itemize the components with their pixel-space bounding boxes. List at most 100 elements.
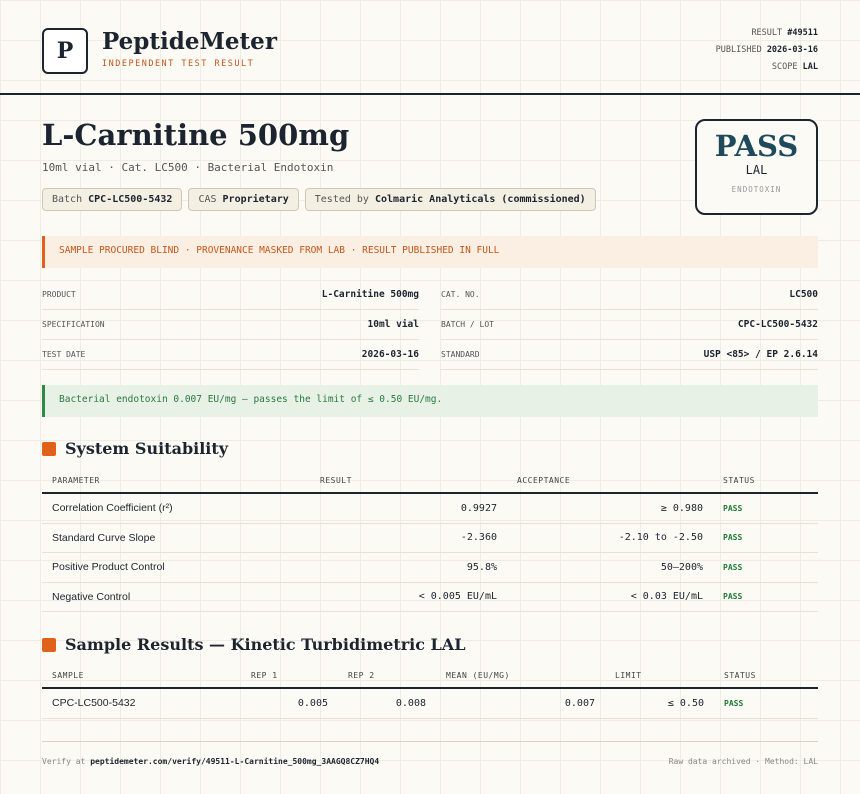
status: PASS	[723, 503, 743, 513]
detail-value: 2026-03-16	[361, 349, 419, 360]
details-right: CAT. NO. LC500 BATCH / LOT CPC-LC500-5432 ST…	[441, 280, 818, 370]
status: PASS	[723, 592, 743, 602]
cell: -2.10 to -2.50	[618, 532, 703, 544]
meta-label: PUBLISHED	[715, 45, 762, 55]
header-row: PARAMETER RESULT ACCEPTANCE STATUS	[42, 468, 818, 494]
detail-row: CAT. NO. LC500	[441, 280, 818, 310]
meta-value: LAL	[802, 62, 818, 72]
cell: Correlation Coefficient (r²)	[52, 502, 173, 515]
detail-label: SPECIFICATION	[42, 320, 105, 329]
table-row: Negative Control < 0.005 EU/mL < 0.03 EU/m…	[42, 583, 818, 612]
cell: 0.008	[395, 697, 426, 709]
meta-row: RESULT #49511	[716, 28, 818, 45]
verdict: PASS	[714, 129, 799, 163]
table-row: Positive Product Control 95.8% 50–200% PASS	[42, 553, 818, 583]
cell: ≥ 0.980	[660, 502, 703, 514]
detail-label: STANDARD	[441, 350, 480, 359]
meta-row: SCOPE LAL	[716, 62, 818, 79]
column-header: PARAMETER	[52, 475, 100, 485]
column-header: ACCEPTANCE	[517, 475, 571, 485]
chip-value: Colmaric Analyticals (commissioned)	[374, 194, 586, 205]
detail-row: SPECIFICATION 10ml vial	[42, 310, 419, 340]
details-left: PRODUCT L-Carnitine 500mg SPECIFICATION 10m…	[42, 280, 419, 370]
meta-value: #49511	[787, 28, 818, 38]
chip: Batch CPC-LC500-5432	[42, 188, 183, 211]
status: PASS	[724, 698, 744, 708]
divider	[0, 93, 860, 95]
section-title: System Suitability	[65, 439, 229, 458]
column-header: REP 2	[348, 670, 375, 680]
summary: Bacterial endotoxin 0.007 EU/mg — passes…	[42, 385, 818, 417]
notice: SAMPLE PROCURED BLIND · PROVENANCE MASKE…	[42, 236, 818, 268]
detail-value: 10ml vial	[367, 319, 419, 330]
detail-row: STANDARD USP <85> / EP 2.6.14	[441, 340, 818, 370]
detail-value: LC500	[789, 289, 818, 300]
header-row: SAMPLE REP 1 REP 2 MEAN (EU/MG) LIMIT STATUS	[42, 663, 818, 689]
detail-label: BATCH / LOT	[441, 320, 494, 329]
column-header: REP 1	[251, 670, 278, 680]
cell: < 0.005 EU/mL	[418, 591, 497, 603]
tagline: INDEPENDENT TEST RESULT	[102, 59, 255, 69]
verify-link[interactable]: peptidemeter.com/verify/49511-L-Carnitin…	[90, 757, 380, 766]
section-title: Sample Results — Kinetic Turbidimetric L…	[65, 635, 466, 654]
product-title: L-Carnitine 500mg	[42, 118, 350, 152]
logo: P	[42, 28, 88, 74]
meta: RESULT #49511 PUBLISHED 2026-03-16 SCOPE L…	[716, 28, 818, 79]
meta-row: PUBLISHED 2026-03-16	[716, 45, 818, 62]
meta-label: SCOPE	[771, 62, 798, 72]
column-header: STATUS	[723, 475, 755, 485]
chip-value: Proprietary	[222, 194, 289, 205]
cell: 0.005	[297, 697, 328, 709]
meta-value: 2026-03-16	[766, 45, 818, 55]
cell: CPC-LC500-5432	[52, 697, 136, 710]
badge-category: ENDOTOXIN	[731, 185, 782, 194]
badge-scope: LAL	[745, 163, 768, 177]
footer-verify: Verify at peptidemeter.com/verify/49511-…	[42, 757, 379, 766]
suitability-table: PARAMETER RESULT ACCEPTANCE STATUS Correlati…	[42, 468, 818, 612]
meta-label: RESULT	[751, 28, 783, 38]
status: PASS	[723, 562, 743, 572]
detail-value: USP <85> / EP 2.6.14	[703, 349, 818, 360]
chip-label: Tested by	[314, 194, 369, 205]
cell: 50–200%	[660, 561, 703, 573]
samples-table: SAMPLE REP 1 REP 2 MEAN (EU/MG) LIMIT STATUS C…	[42, 663, 818, 719]
table-row: CPC-LC500-5432 0.005 0.008 0.007 ≤ 0.50 PASS	[42, 689, 818, 719]
chip: CAS Proprietary	[188, 188, 299, 211]
chips: Batch CPC-LC500-5432 CAS Proprietary Teste…	[42, 187, 602, 211]
cell: 95.8%	[466, 561, 497, 573]
detail-row: BATCH / LOT CPC-LC500-5432	[441, 310, 818, 340]
detail-value: L-Carnitine 500mg	[321, 289, 419, 300]
detail-label: CAT. NO.	[441, 290, 480, 299]
chip-label: Batch	[52, 194, 83, 205]
cell: 0.007	[564, 697, 595, 709]
column-header: RESULT	[320, 475, 352, 485]
product-subtitle: 10ml vial · Cat. LC500 · Bacterial Endot…	[42, 161, 334, 174]
cell: Positive Product Control	[52, 561, 165, 574]
chip-label: CAS	[198, 194, 217, 205]
footer-note: Raw data archived · Method: LAL	[668, 757, 818, 766]
column-header: LIMIT	[615, 670, 642, 680]
footer-prefix: Verify at	[42, 757, 86, 766]
detail-label: TEST DATE	[42, 350, 86, 359]
section-heading: System Suitability	[42, 439, 228, 458]
column-header: MEAN (EU/MG)	[446, 670, 510, 680]
badge: PASS LAL ENDOTOXIN	[695, 119, 818, 215]
cell: 0.9927	[460, 502, 497, 514]
chip: Tested by Colmaric Analyticals (commissi…	[304, 188, 596, 211]
cell: Standard Curve Slope	[52, 531, 156, 544]
cell: ≤ 0.50	[667, 697, 704, 709]
column-header: STATUS	[724, 670, 756, 680]
brand: PeptideMeter	[102, 28, 277, 55]
footer-rule	[42, 741, 818, 742]
detail-row: PRODUCT L-Carnitine 500mg	[42, 280, 419, 310]
status: PASS	[723, 533, 743, 543]
cell: Negative Control	[52, 590, 131, 603]
detail-label: PRODUCT	[42, 290, 76, 299]
column-header: SAMPLE	[52, 670, 84, 680]
detail-row: TEST DATE 2026-03-16	[42, 340, 419, 370]
table-row: Correlation Coefficient (r²) 0.9927 ≥ 0.98…	[42, 494, 818, 524]
detail-value: CPC-LC500-5432	[737, 319, 818, 330]
cell: < 0.03 EU/mL	[630, 591, 703, 603]
table-row: Standard Curve Slope -2.360 -2.10 to -2.50…	[42, 524, 818, 553]
